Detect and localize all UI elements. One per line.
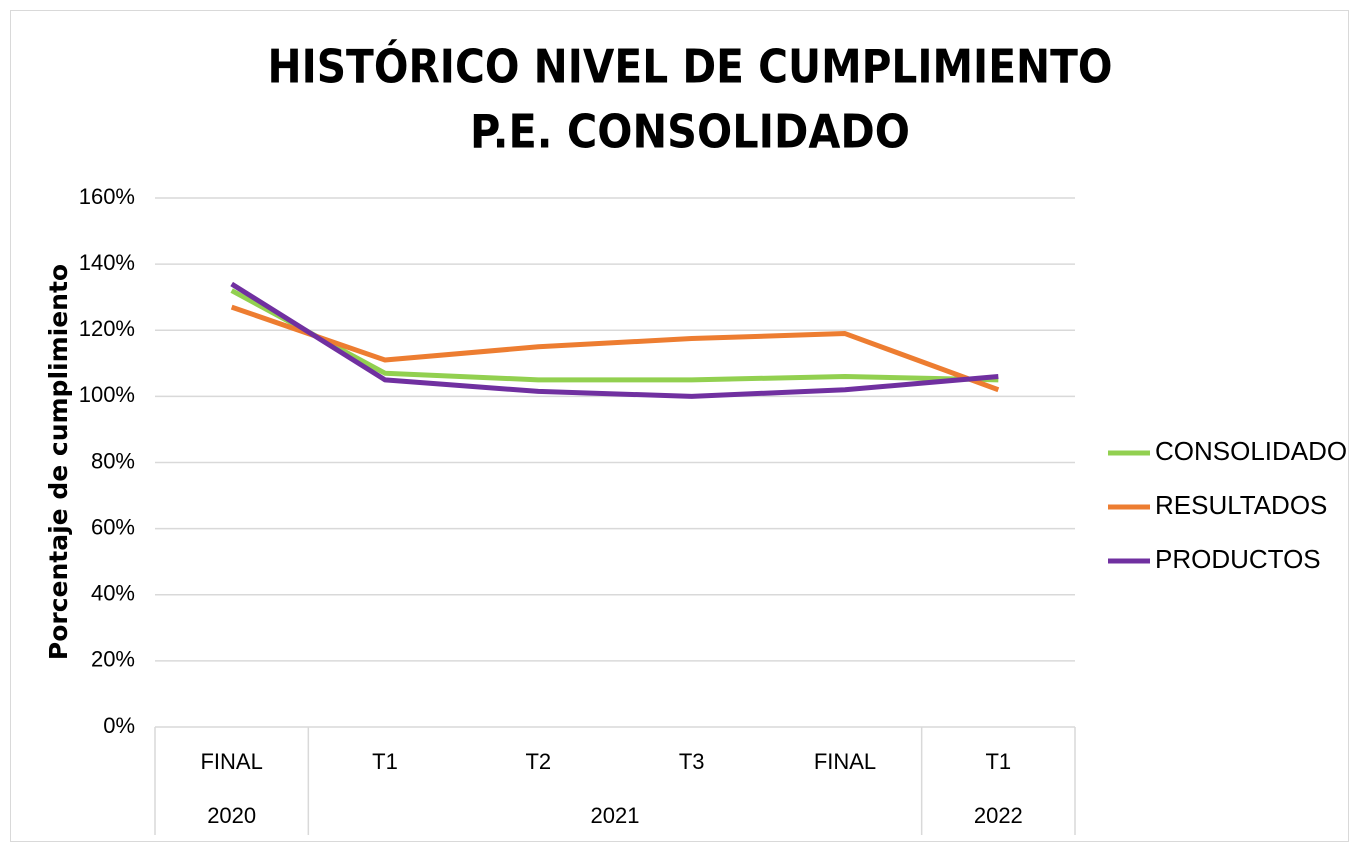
series-line (230, 281, 999, 399)
y-tick-label: 40% (91, 581, 135, 606)
x-group-label: 2022 (974, 803, 1023, 828)
legend-label: PRODUCTOS (1155, 544, 1321, 574)
x-group-label: 2021 (591, 803, 640, 828)
y-axis-label: Porcentaje de cumplimiento (44, 264, 73, 660)
y-tick-label: 160% (79, 184, 135, 209)
y-tick-label: 100% (79, 382, 135, 407)
y-tick-label: 0% (103, 713, 135, 738)
y-tick-label: 20% (91, 647, 135, 672)
y-tick-label: 140% (79, 250, 135, 275)
x-tick-label: FINAL (814, 749, 876, 774)
x-tick-label: T1 (372, 749, 398, 774)
x-tick-label: FINAL (200, 749, 262, 774)
chart-title: P.E. CONSOLIDADO (470, 105, 910, 159)
chart-frame (10, 10, 1349, 842)
legend-label: RESULTADOS (1155, 490, 1327, 520)
x-group-label: 2020 (207, 803, 256, 828)
series-line (230, 288, 999, 383)
series-line (230, 304, 1000, 393)
y-tick-label: 60% (91, 514, 135, 539)
x-tick-label: T3 (679, 749, 705, 774)
legend-label: CONSOLIDADO (1155, 436, 1347, 466)
y-tick-label: 120% (79, 316, 135, 341)
chart-title: HISTÓRICO NIVEL DE CUMPLIMIENTO (268, 40, 1113, 94)
y-tick-label: 80% (91, 448, 135, 473)
x-tick-label: T2 (525, 749, 551, 774)
x-tick-label: T1 (985, 749, 1011, 774)
